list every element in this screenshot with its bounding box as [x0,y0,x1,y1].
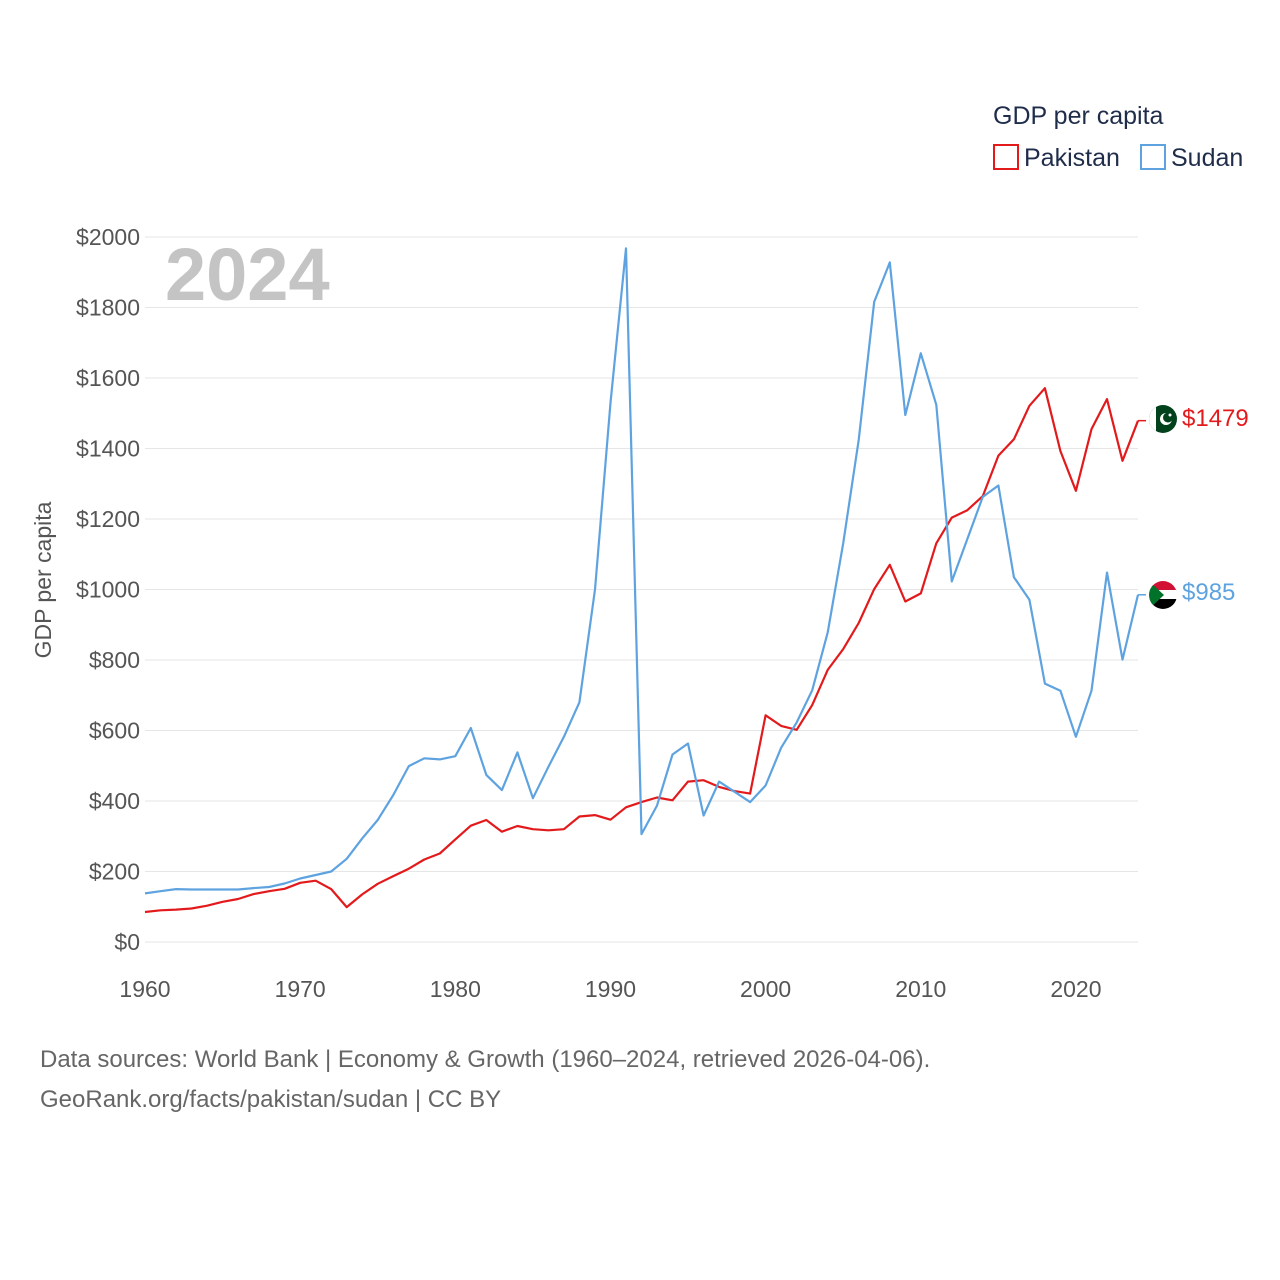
source-line: Data sources: World Bank | Economy & Gro… [40,1046,931,1073]
legend-label-sudan: Sudan [1171,144,1243,172]
series-lines [144,247,1146,914]
y-tick-label: $1200 [76,506,140,532]
y-tick-label: $1000 [76,577,140,603]
y-tick-label: $0 [114,929,140,955]
y-tick-label: $1600 [76,365,140,391]
legend: GDP per capita Pakistan Sudan [993,102,1243,172]
y-tick-label: $800 [89,647,140,673]
series-line-sudan [144,247,1140,895]
end-label-pakistan: $1479 [1182,405,1249,432]
sudan-flag-icon [1149,581,1177,609]
x-tick-label: 2020 [1050,976,1101,1002]
year-watermark: 2024 [165,233,330,316]
y-tick-label: $1800 [76,295,140,321]
legend-swatch-pakistan [993,144,1019,170]
x-tick-label: 1980 [430,976,481,1002]
pakistan-flag-icon [1149,405,1177,433]
y-tick-label: $200 [89,859,140,885]
end-label-sudan: $985 [1182,579,1235,606]
y-tick-label: $400 [89,788,140,814]
grid-lines [145,236,1138,943]
legend-title: GDP per capita [993,102,1164,130]
source-link: GeoRank.org/facts/pakistan/sudan | CC BY [40,1086,502,1113]
y-tick-label: $2000 [76,224,140,250]
x-tick-label: 1970 [275,976,326,1002]
axes: $0 $200 $400 $600 $800 $1000 $1200 $1400 $1600 $1… [76,224,1101,1002]
y-tick-label: $600 [89,718,140,744]
y-axis-label: GDP per capita [30,501,56,658]
legend-label-pakistan: Pakistan [1024,144,1120,172]
y-tick-label: $1400 [76,436,140,462]
source-note: Data sources: World Bank | Economy & Gro… [40,1040,930,1120]
x-tick-label: 1990 [585,976,636,1002]
x-tick-label: 2010 [895,976,946,1002]
x-tick-label: 2000 [740,976,791,1002]
x-tick-label: 1960 [119,976,170,1002]
legend-swatch-sudan [1140,144,1166,170]
